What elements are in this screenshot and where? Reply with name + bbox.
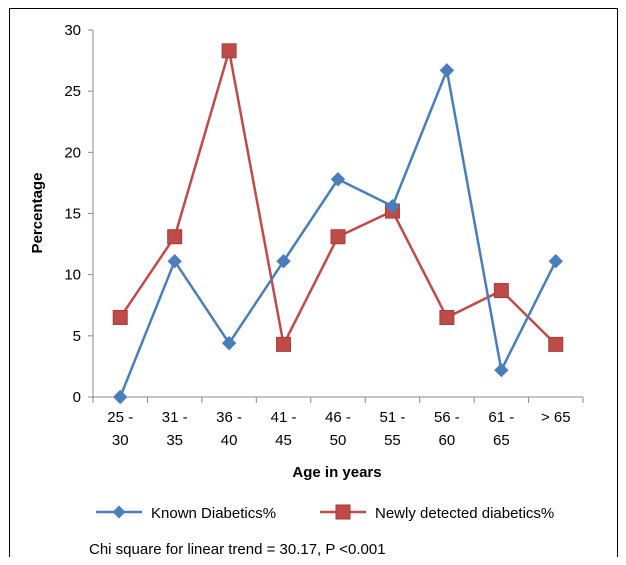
y-tick-label: 0 <box>73 389 81 406</box>
y-tick-label: 30 <box>64 22 81 39</box>
x-tick-label: 51 -55 <box>380 409 406 449</box>
data-point-square <box>439 309 455 325</box>
data-point-diamond <box>330 172 346 187</box>
legend-marker-diamond <box>112 505 126 519</box>
legend-label-known-diabetics: Known Diabetics% <box>151 505 276 522</box>
legend-item-newly-detected-diabetics: Newly detected diabetics% <box>320 504 554 522</box>
data-point-diamond <box>548 254 563 269</box>
x-axis-title: Age in years <box>292 464 381 481</box>
x-tick-label: 56 -60 <box>434 409 460 449</box>
data-point-square <box>548 336 564 352</box>
chart-frame <box>9 8 618 557</box>
y-tick-label: 20 <box>64 144 81 161</box>
data-point-diamond <box>113 389 128 405</box>
legend: Known Diabetics% Newly detected diabetic… <box>96 504 554 522</box>
data-point-diamond <box>276 254 291 269</box>
legend-marker-square <box>335 504 351 520</box>
x-tick-label: 41 -45 <box>271 409 297 449</box>
y-tick-label: 5 <box>73 328 81 345</box>
x-tick-label: 46 -50 <box>325 409 351 449</box>
legend-label-newly-detected-diabetics: Newly detected diabetics% <box>375 505 554 522</box>
data-point-diamond <box>221 335 237 351</box>
x-tick-label: > 65 <box>541 409 571 426</box>
legend-item-known-diabetics: Known Diabetics% <box>96 505 276 522</box>
data-point-diamond <box>494 362 509 378</box>
y-tick-label: 10 <box>64 267 81 284</box>
data-point-diamond <box>439 63 455 78</box>
data-point-square <box>276 336 292 352</box>
data-point-square <box>112 309 128 325</box>
series-newly-detected-diabetics <box>112 43 564 352</box>
data-point-square <box>167 229 183 245</box>
series-line <box>119 49 557 346</box>
x-tick-label: 36 -40 <box>216 409 242 449</box>
y-tick-label: 25 <box>64 83 81 100</box>
series-layer <box>112 43 564 405</box>
x-tick-label: 25 -30 <box>107 409 133 449</box>
y-tick-label: 15 <box>64 206 81 223</box>
chi-square-annotation: Chi square for linear trend = 30.17, P <… <box>89 541 386 558</box>
data-point-square <box>330 229 346 245</box>
x-tick-label: 31 -35 <box>162 409 188 449</box>
series-known-diabetics <box>113 63 563 405</box>
x-tick-label: 61 -65 <box>488 409 514 449</box>
data-point-square <box>493 283 509 299</box>
x-axis-ticks: 25 -30 31 -35 36 -40 41 -45 46 -50 51 -55 56 -… <box>92 397 584 449</box>
y-axis-title: Percentage <box>29 173 46 254</box>
data-point-diamond <box>167 254 182 269</box>
y-axis-ticks: 0 5 10 15 20 25 30 <box>64 22 93 406</box>
data-point-diamond <box>385 198 400 214</box>
data-point-square <box>221 43 237 59</box>
